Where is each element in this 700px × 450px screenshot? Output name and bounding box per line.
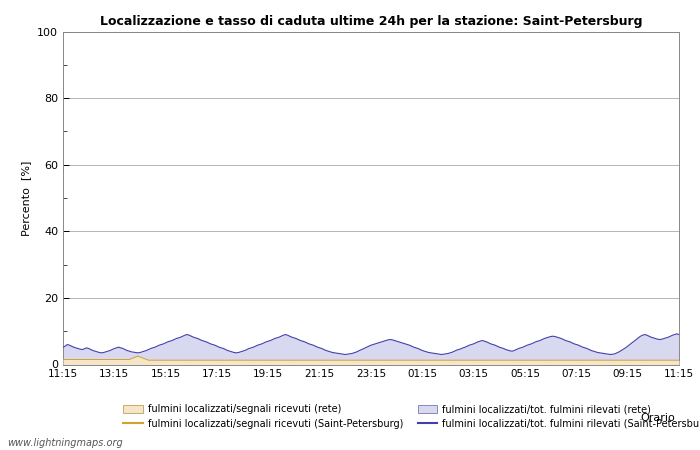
Title: Localizzazione e tasso di caduta ultime 24h per la stazione: Saint-Petersburg: Localizzazione e tasso di caduta ultime … <box>99 14 643 27</box>
Y-axis label: Percento  [%]: Percento [%] <box>22 160 32 236</box>
Text: www.lightningmaps.org: www.lightningmaps.org <box>7 438 122 448</box>
Text: Orario: Orario <box>640 413 676 423</box>
Legend: fulmini localizzati/segnali ricevuti (rete), fulmini localizzati/segnali ricevut: fulmini localizzati/segnali ricevuti (re… <box>123 405 700 429</box>
